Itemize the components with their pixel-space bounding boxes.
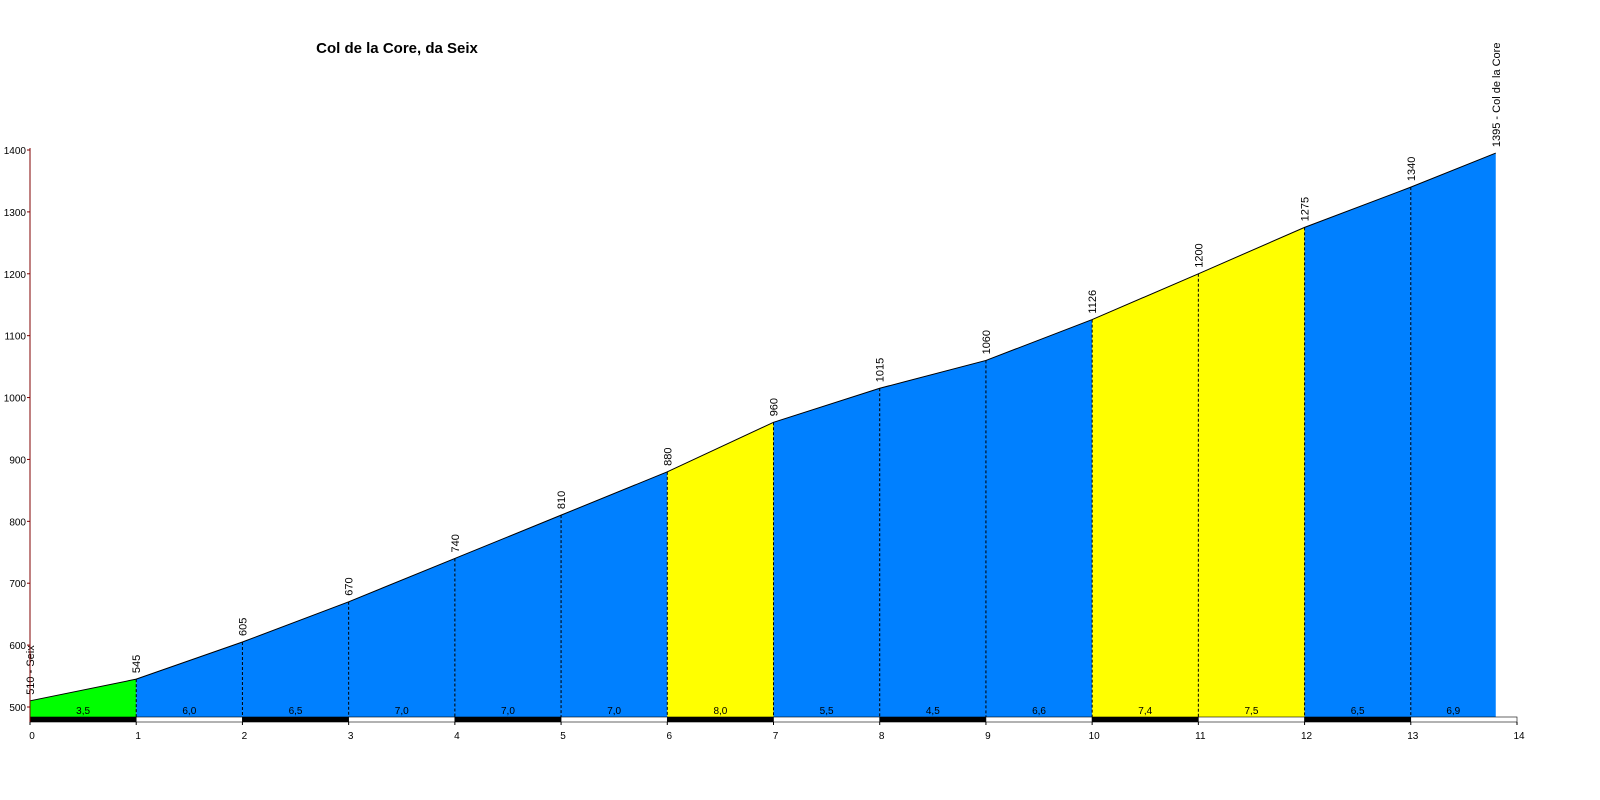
segment: [454, 515, 562, 717]
x-tick-label: 2: [242, 731, 248, 742]
km-strip: [773, 716, 881, 723]
y-tick-label: 1100: [4, 332, 26, 343]
segment: [985, 319, 1093, 717]
x-tick-label: 11: [1195, 731, 1206, 742]
elevation-label: 670: [344, 577, 356, 595]
km-strip: [29, 716, 137, 723]
elevation-label: 1275: [1300, 197, 1312, 221]
km-strip: [879, 716, 987, 723]
elevation-label: 1126: [1087, 290, 1099, 314]
segment: [667, 422, 774, 717]
segment: [1304, 187, 1411, 718]
y-tick-label: 700: [9, 579, 26, 590]
elevation-label: 1015: [875, 358, 887, 382]
gradient-label: 7,4: [1138, 706, 1152, 717]
x-tick-label: 0: [29, 731, 35, 742]
elevation-label: 740: [450, 534, 462, 552]
segment: [773, 388, 880, 717]
elevation-label: 1340: [1406, 157, 1418, 181]
km-strip: [1198, 716, 1305, 723]
km-strip: [985, 716, 1093, 723]
x-tick-label: 8: [879, 731, 885, 742]
profile-line: [29, 152, 1496, 702]
x-tick-label: 5: [560, 731, 566, 742]
gradient-label: 6,9: [1446, 706, 1460, 717]
elevation-label: 510 - Seix: [25, 645, 37, 695]
elevation-label: 605: [237, 618, 249, 636]
km-strip: [560, 716, 668, 723]
segment: [136, 642, 243, 717]
y-tick-label: 1300: [4, 208, 27, 219]
gradient-label: 3,5: [76, 706, 90, 717]
x-tick-label: 1: [135, 731, 141, 742]
gradient-label: 7,0: [395, 706, 409, 717]
elevation-label: 960: [769, 398, 781, 416]
segment: [1092, 273, 1199, 717]
km-strip: [135, 716, 243, 723]
gradient-label: 7,0: [501, 706, 515, 717]
y-tick-label: 1000: [4, 394, 27, 405]
gradient-label: 8,0: [713, 706, 727, 717]
y-tick-label: 1400: [4, 146, 27, 157]
km-strip: [1410, 716, 1518, 723]
elevation-label: 1395 - Col de la Core: [1491, 43, 1503, 148]
gradient-label: 7,5: [1245, 706, 1259, 717]
segment: [348, 558, 455, 717]
y-tick-label: 1200: [4, 270, 27, 281]
x-tick-label: 4: [454, 731, 460, 742]
gradient-label: 4,5: [926, 706, 940, 717]
y-tick-label: 600: [9, 641, 26, 652]
x-tick-label: 6: [667, 731, 673, 742]
x-tick-label: 13: [1407, 731, 1419, 742]
chart-title: Col de la Core, da Seix: [316, 40, 478, 57]
km-strip: [348, 716, 456, 723]
y-tick-label: 800: [9, 517, 26, 528]
segment: [242, 601, 349, 717]
gradient-label: 6,5: [289, 706, 303, 717]
elevation-label: 1060: [981, 330, 993, 354]
gradient-label: 6,0: [182, 706, 196, 717]
gradient-label: 7,0: [607, 706, 621, 717]
km-strip: [1304, 716, 1412, 723]
km-strip: [1091, 716, 1199, 723]
elevation-label: 810: [556, 491, 568, 509]
elevation-label: 880: [662, 447, 674, 465]
segment: [879, 360, 986, 717]
segment: [30, 679, 137, 717]
gradient-label: 6,5: [1351, 706, 1365, 717]
km-strip: [454, 716, 562, 723]
x-tick-label: 12: [1301, 731, 1313, 742]
elevation-label: 1200: [1193, 243, 1205, 267]
x-tick-label: 3: [348, 731, 354, 742]
x-tick-label: 9: [985, 731, 991, 742]
y-tick-label: 900: [9, 455, 26, 466]
segment: [1410, 153, 1496, 717]
elevation-label: 545: [131, 655, 143, 673]
km-strip: [242, 716, 349, 723]
x-tick-label: 10: [1089, 731, 1101, 742]
km-strip: [666, 716, 774, 723]
x-tick-label: 14: [1513, 731, 1525, 742]
segment: [1198, 227, 1305, 717]
gradient-label: 6,6: [1032, 706, 1046, 717]
segment: [561, 471, 668, 717]
y-tick-label: 500: [9, 703, 26, 714]
x-tick-label: 7: [773, 731, 779, 742]
gradient-label: 5,5: [820, 706, 834, 717]
